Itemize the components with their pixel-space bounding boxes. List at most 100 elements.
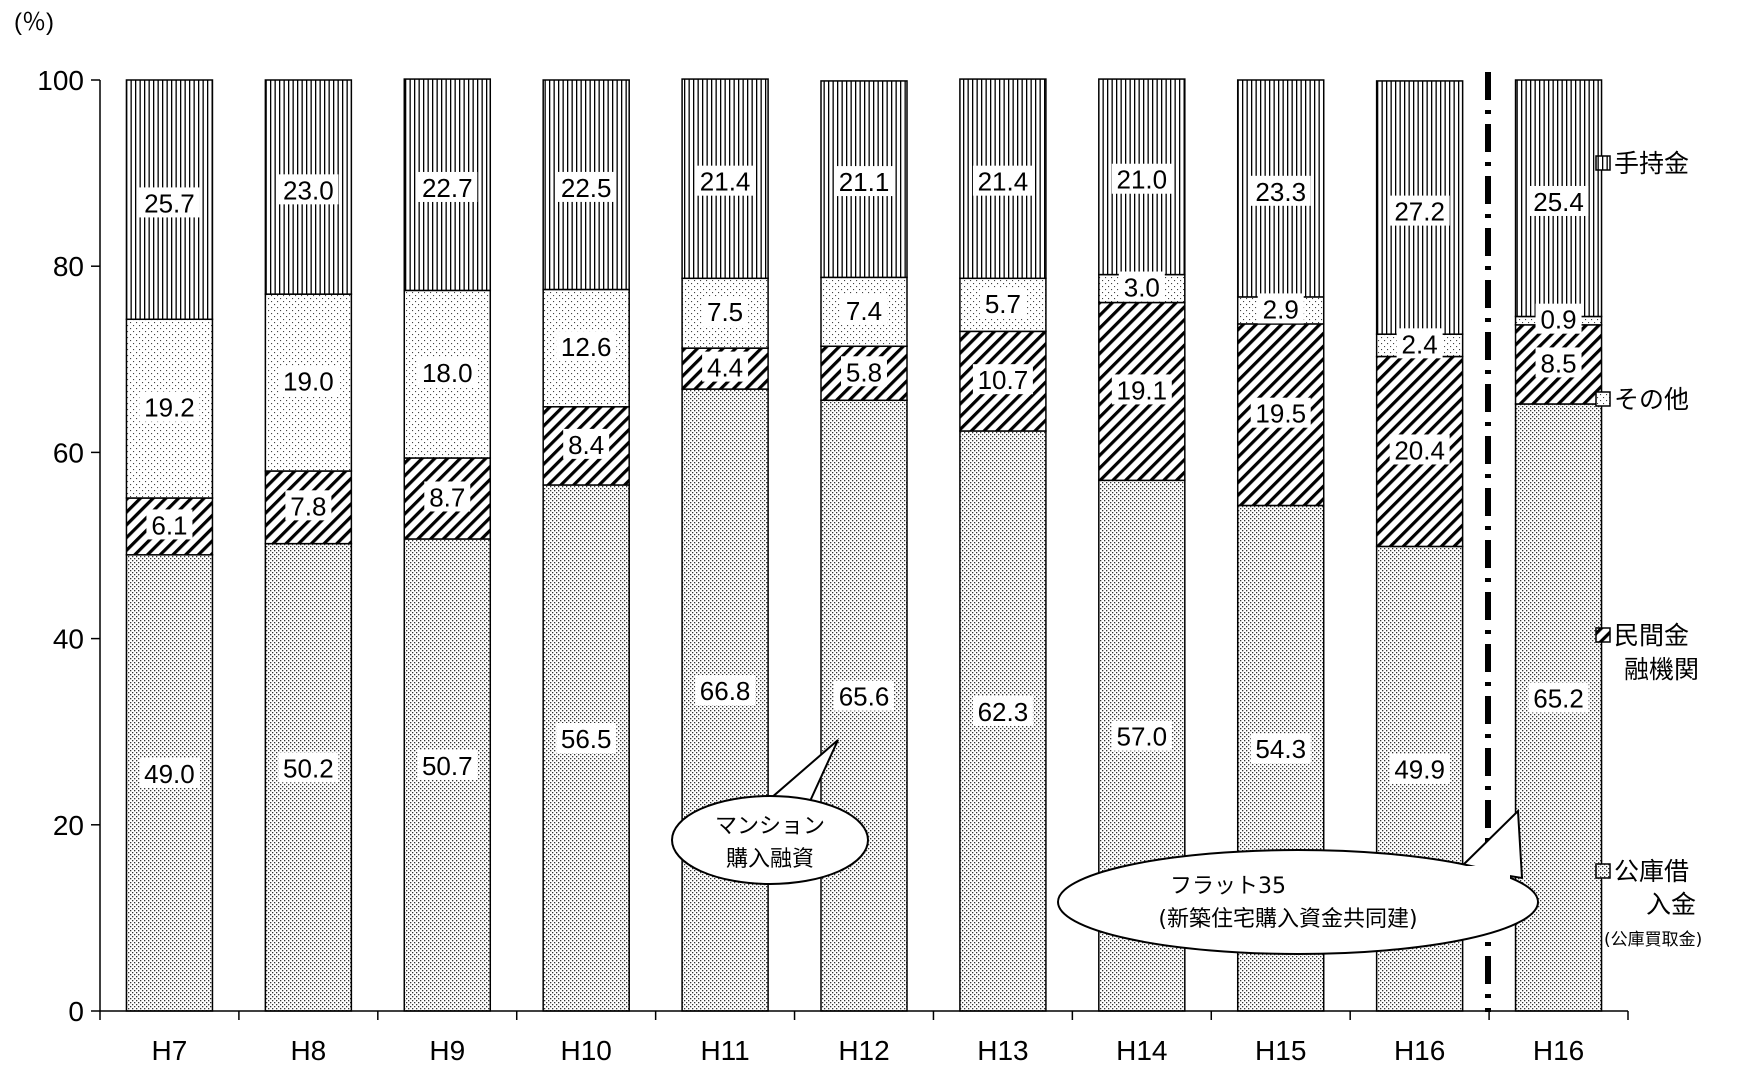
value-label-bg	[1250, 733, 1311, 764]
value-label-bg	[972, 695, 1033, 726]
value-labels: 49.0 6.1 19.2 25.7 50.2 7.8 19.0 23.0 50.7 8.7 18.…	[139, 163, 1589, 789]
value-label-bg	[139, 187, 200, 218]
value-label-text: 7.5	[707, 297, 743, 327]
value-label-bg	[417, 749, 478, 780]
value-label-text: 27.2	[1394, 197, 1445, 227]
value-label-minkan: 5.8	[841, 356, 887, 387]
value-label-koko: 66.8	[695, 675, 756, 706]
value-label-bg	[834, 166, 894, 197]
value-label-sonota: 18.0	[417, 357, 478, 388]
value-label-text: 66.8	[700, 676, 751, 706]
value-label-bg	[1257, 293, 1304, 324]
mansion-callout: マンション 購入融資	[671, 739, 869, 885]
legend-label-koko-line2: 入金	[1646, 890, 1696, 919]
value-label-text: 22.7	[422, 173, 473, 203]
value-label-minkan: 8.5	[1535, 347, 1582, 378]
x-tick-label: H16	[1394, 1035, 1445, 1066]
value-label-bg	[695, 675, 756, 706]
value-label-koko: 54.3	[1250, 733, 1311, 764]
value-label-bg	[278, 174, 339, 205]
value-label-bg	[1535, 303, 1582, 334]
value-label-text: 18.0	[422, 358, 473, 388]
value-label-bg	[972, 165, 1033, 196]
value-label-minkan: 8.7	[424, 481, 471, 512]
x-tick-label: H7	[152, 1035, 188, 1066]
value-label-bg	[556, 722, 617, 753]
mansion-callout-line1: マンション	[715, 814, 825, 839]
x-tick-label: H14	[1116, 1035, 1167, 1066]
value-label-bg	[979, 287, 1026, 318]
value-label-text: 21.0	[1117, 165, 1168, 195]
value-label-temochi: 22.7	[417, 171, 478, 203]
value-label-temochi: 21.0	[1111, 163, 1172, 195]
value-label-minkan: 8.4	[563, 428, 610, 460]
value-label-sonota: 0.9	[1535, 303, 1582, 335]
value-label-minkan: 7.8	[285, 490, 332, 521]
value-label-bg	[702, 296, 749, 327]
value-label-text: 50.2	[283, 753, 334, 783]
legend-label-koko-line1: 公庫借	[1614, 857, 1689, 886]
value-label-koko: 49.9	[1389, 753, 1450, 785]
value-label-text: 21.4	[700, 167, 751, 197]
value-label-text: 19.5	[1255, 399, 1306, 429]
legend-swatch-minkan	[1595, 627, 1611, 643]
value-label-text: 57.0	[1117, 722, 1168, 752]
value-label-text: 2.9	[1263, 294, 1299, 324]
value-label-bg	[1111, 163, 1172, 194]
value-label-koko: 49.0	[139, 757, 200, 789]
y-tick-label: 60	[53, 437, 84, 468]
value-label-text: 23.3	[1255, 177, 1306, 207]
value-label-text: 8.7	[429, 482, 465, 512]
value-label-bg	[834, 680, 894, 711]
x-tick-label: H9	[429, 1035, 465, 1066]
value-label-bg	[1118, 271, 1165, 302]
legend: 手持金 その他 民間金 融機関 公庫借 入金 (公庫買取金)	[1595, 149, 1702, 950]
value-label-koko: 56.5	[556, 722, 617, 754]
value-label-koko: 50.7	[417, 749, 478, 781]
legend-label-sonota: その他	[1614, 385, 1689, 414]
value-label-minkan: 19.5	[1250, 397, 1311, 429]
y-tick-label: 40	[53, 624, 84, 655]
value-label-text: 8.4	[568, 430, 604, 460]
x-tick-label: H8	[290, 1035, 326, 1066]
legend-item-sonota: その他	[1595, 385, 1689, 414]
value-label-bg	[1250, 175, 1311, 206]
value-label-temochi: 21.4	[972, 165, 1033, 197]
value-label-text: 25.7	[144, 188, 195, 218]
value-label-temochi: 21.1	[834, 166, 894, 197]
value-label-text: 20.4	[1394, 435, 1445, 465]
value-label-bg	[563, 428, 610, 459]
value-label-bg	[417, 171, 478, 202]
value-label-text: 50.7	[422, 751, 473, 781]
value-label-sonota: 7.5	[702, 296, 749, 327]
value-label-bg	[841, 356, 887, 387]
value-label-text: 19.0	[283, 367, 334, 397]
value-label-temochi: 27.2	[1389, 195, 1450, 227]
legend-label-temochi: 手持金	[1614, 149, 1689, 178]
unit-label: (％)	[14, 9, 54, 36]
value-label-koko: 65.2	[1528, 682, 1589, 713]
y-tick-label: 20	[53, 810, 84, 841]
legend-swatch-sonota	[1595, 391, 1611, 407]
value-label-sonota: 19.2	[139, 391, 200, 423]
x-tick-label: H11	[700, 1035, 749, 1066]
value-label-sonota: 2.4	[1396, 328, 1443, 359]
value-label-bg	[695, 165, 756, 196]
bar-segment-minkan	[1514, 324, 1603, 405]
value-label-bg	[146, 509, 193, 540]
value-label-bg	[1250, 397, 1311, 428]
value-label-text: 49.0	[144, 759, 195, 789]
value-label-koko: 57.0	[1111, 720, 1172, 752]
value-label-text: 23.0	[283, 175, 334, 205]
value-label-bg	[278, 365, 339, 396]
value-label-sonota: 12.6	[556, 331, 617, 362]
legend-label-minkan-line2: 融機関	[1624, 655, 1699, 684]
value-label-bg	[1528, 185, 1589, 216]
value-label-text: 65.2	[1533, 683, 1584, 713]
x-axis: H7 H8 H9 H10 H11 H12 H13 H14 H15 H16 H16	[99, 1010, 1629, 1066]
value-label-text: 21.1	[839, 167, 890, 197]
value-label-koko: 65.6	[834, 680, 894, 712]
value-label-text: 49.9	[1394, 755, 1445, 785]
value-label-koko: 62.3	[972, 695, 1033, 727]
